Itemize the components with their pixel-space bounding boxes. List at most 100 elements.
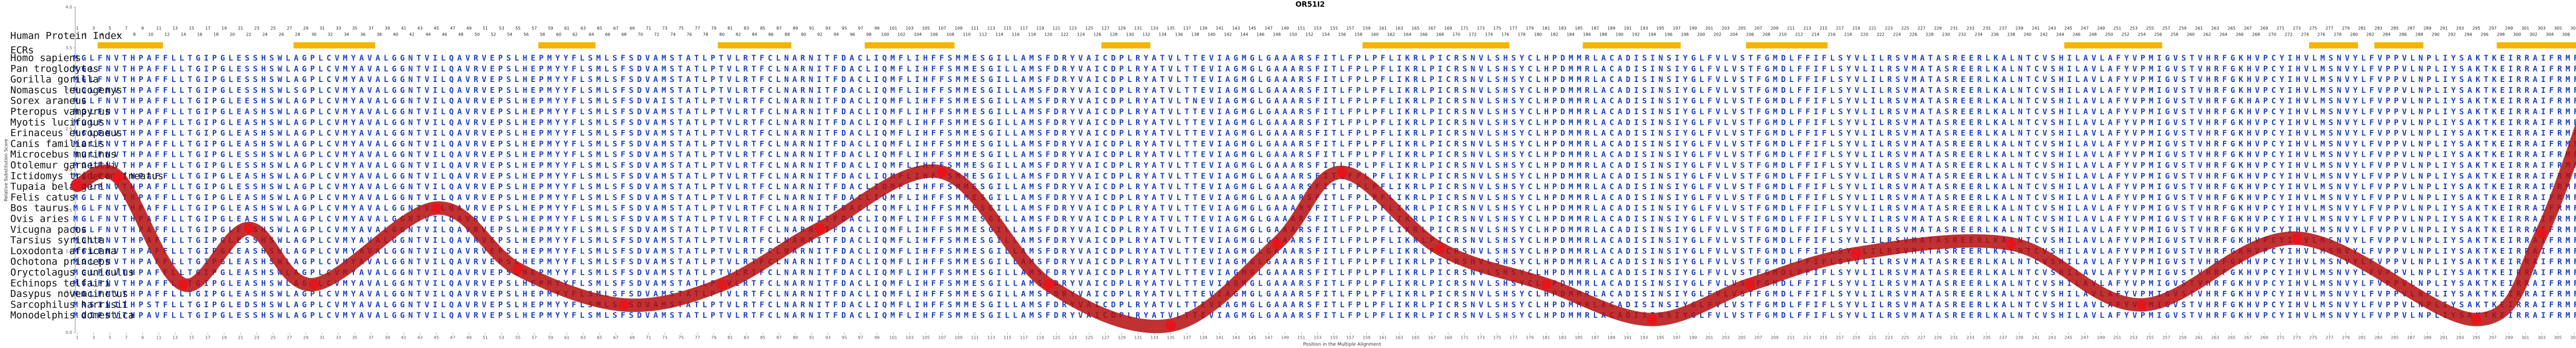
x-tick-label: 211 bbox=[1787, 336, 1794, 340]
human-index-label: 37 bbox=[368, 26, 374, 31]
species-label: Monodelphis domestica bbox=[10, 310, 134, 321]
x-tick-label: 223 bbox=[1885, 336, 1893, 340]
x-tick-label: 91 bbox=[809, 336, 814, 340]
human-index-label: 65 bbox=[597, 26, 602, 31]
x-tick-label: 135 bbox=[1167, 336, 1175, 340]
human-index-label: 304 bbox=[2546, 32, 2553, 37]
x-tick-label: 65 bbox=[597, 336, 602, 340]
x-tick-label: 215 bbox=[1820, 336, 1827, 340]
curve-point bbox=[513, 263, 523, 274]
human-index-label: 67 bbox=[613, 26, 618, 31]
human-index-label: 287 bbox=[2407, 26, 2415, 31]
x-tick-label: 163 bbox=[1395, 336, 1403, 340]
x-tick-label: 167 bbox=[1428, 336, 1436, 340]
y-tick-label: 1.5 bbox=[65, 208, 72, 213]
human-index-label: 215 bbox=[1820, 26, 1827, 31]
x-tick-label: 209 bbox=[1771, 336, 1778, 340]
x-tick-label: 243 bbox=[2048, 336, 2056, 340]
x-tick-label: 131 bbox=[1134, 336, 1142, 340]
human-index-label: 179 bbox=[1526, 26, 1534, 31]
human-index-label: 297 bbox=[2489, 26, 2497, 31]
curve-point bbox=[1272, 239, 1282, 250]
human-index-label: 210 bbox=[1779, 32, 1787, 37]
human-index-label: 274 bbox=[2301, 32, 2309, 37]
human-index-label: 70 bbox=[638, 32, 643, 37]
human-index-label: 255 bbox=[2146, 26, 2154, 31]
human-index-label: 76 bbox=[687, 32, 692, 37]
curve-point bbox=[2471, 314, 2482, 325]
x-tick-label: 35 bbox=[352, 336, 357, 340]
x-tick-label: 249 bbox=[2097, 336, 2105, 340]
human-index-label: 206 bbox=[1746, 32, 1754, 37]
human-index-label: 306 bbox=[2562, 32, 2570, 37]
human-index-label: 191 bbox=[1624, 26, 1632, 31]
curve-point bbox=[1435, 243, 1446, 254]
curve-point bbox=[1540, 279, 1551, 290]
x-tick-label: 139 bbox=[1199, 336, 1207, 340]
human-index-label: 194 bbox=[1648, 32, 1656, 37]
x-tick-label: 169 bbox=[1444, 336, 1452, 340]
human-index-label: 97 bbox=[858, 26, 863, 31]
species-label: Erinaceus europaeus bbox=[10, 127, 122, 139]
x-tick-label: 175 bbox=[1493, 336, 1501, 340]
human-index-label: 263 bbox=[2211, 26, 2219, 31]
human-index-label: 147 bbox=[1265, 26, 1273, 31]
human-index-label: 85 bbox=[760, 26, 765, 31]
x-tick-label: 217 bbox=[1836, 336, 1844, 340]
species-label: Otolemur garnettii bbox=[10, 160, 116, 171]
human-index-label: 282 bbox=[2366, 32, 2374, 37]
sequence: MGLFNVTHPAFFLLTGIPGLESSHSWLSGPLCVMYAVALG… bbox=[73, 86, 2576, 95]
human-index-label: 8 bbox=[133, 32, 135, 37]
human-index-label: 122 bbox=[1061, 32, 1069, 37]
human-index-label: 114 bbox=[995, 32, 1003, 37]
human-index-label: 286 bbox=[2399, 32, 2406, 37]
human-index-label: 267 bbox=[2244, 26, 2251, 31]
x-tick-label: 183 bbox=[1558, 336, 1566, 340]
human-index-label: 279 bbox=[2342, 26, 2350, 31]
human-index-label: 240 bbox=[2024, 32, 2031, 37]
x-tick-label: 267 bbox=[2244, 336, 2251, 340]
x-tick-label: 151 bbox=[1297, 336, 1305, 340]
human-index-label: 218 bbox=[1844, 32, 1852, 37]
human-index-label: 116 bbox=[1012, 32, 1020, 37]
ecr-bar bbox=[1746, 42, 1828, 48]
x-tick-label: 85 bbox=[760, 336, 765, 340]
sequence: MGLFNVTHPAFFLLTGIPGLESSHSWLAGPLCVMYAVALG… bbox=[73, 150, 2576, 159]
x-tick-label: 43 bbox=[417, 336, 422, 340]
curve-point bbox=[717, 279, 727, 290]
human-index-label: 120 bbox=[1044, 32, 1052, 37]
x-tick-label: 95 bbox=[842, 336, 847, 340]
human-index-label: 281 bbox=[2358, 26, 2366, 31]
x-tick-label: 105 bbox=[922, 336, 930, 340]
human-index-label: 108 bbox=[946, 32, 954, 37]
human-index-label: 220 bbox=[1860, 32, 1868, 37]
species-label: Loxodonta africana bbox=[10, 245, 116, 257]
x-tick-label: 137 bbox=[1183, 336, 1191, 340]
x-tick-label: 265 bbox=[2228, 336, 2235, 340]
x-tick-label: 79 bbox=[711, 336, 716, 340]
x-tick-label: 203 bbox=[1722, 336, 1730, 340]
ecr-bar bbox=[538, 42, 596, 48]
human-index-label: 182 bbox=[1550, 32, 1558, 37]
human-index-label: 96 bbox=[850, 32, 855, 37]
human-index-label: 32 bbox=[328, 32, 333, 37]
x-tick-label: 121 bbox=[1053, 336, 1060, 340]
human-index-label: 137 bbox=[1183, 26, 1191, 31]
x-tick-label: 285 bbox=[2391, 336, 2399, 340]
human-index-label: 272 bbox=[2285, 32, 2293, 37]
human-index-label: 15 bbox=[189, 26, 194, 31]
human-index-label: 160 bbox=[1371, 32, 1379, 37]
human-index-label: 186 bbox=[1583, 32, 1591, 37]
x-tick-label: 89 bbox=[793, 336, 798, 340]
x-tick-label: 283 bbox=[2375, 336, 2382, 340]
human-index-label: 103 bbox=[906, 26, 913, 31]
human-index-label: 73 bbox=[662, 26, 667, 31]
y-tick-label: 3.0 bbox=[65, 86, 72, 91]
human-index-label: 35 bbox=[352, 26, 357, 31]
chart-title: OR51I2 bbox=[1295, 1, 1325, 9]
human-index-label: 168 bbox=[1436, 32, 1444, 37]
x-tick-label: 127 bbox=[1101, 336, 1109, 340]
human-index-label: 136 bbox=[1175, 32, 1183, 37]
x-tick-label: 155 bbox=[1330, 336, 1338, 340]
human-index-label: 149 bbox=[1281, 26, 1289, 31]
